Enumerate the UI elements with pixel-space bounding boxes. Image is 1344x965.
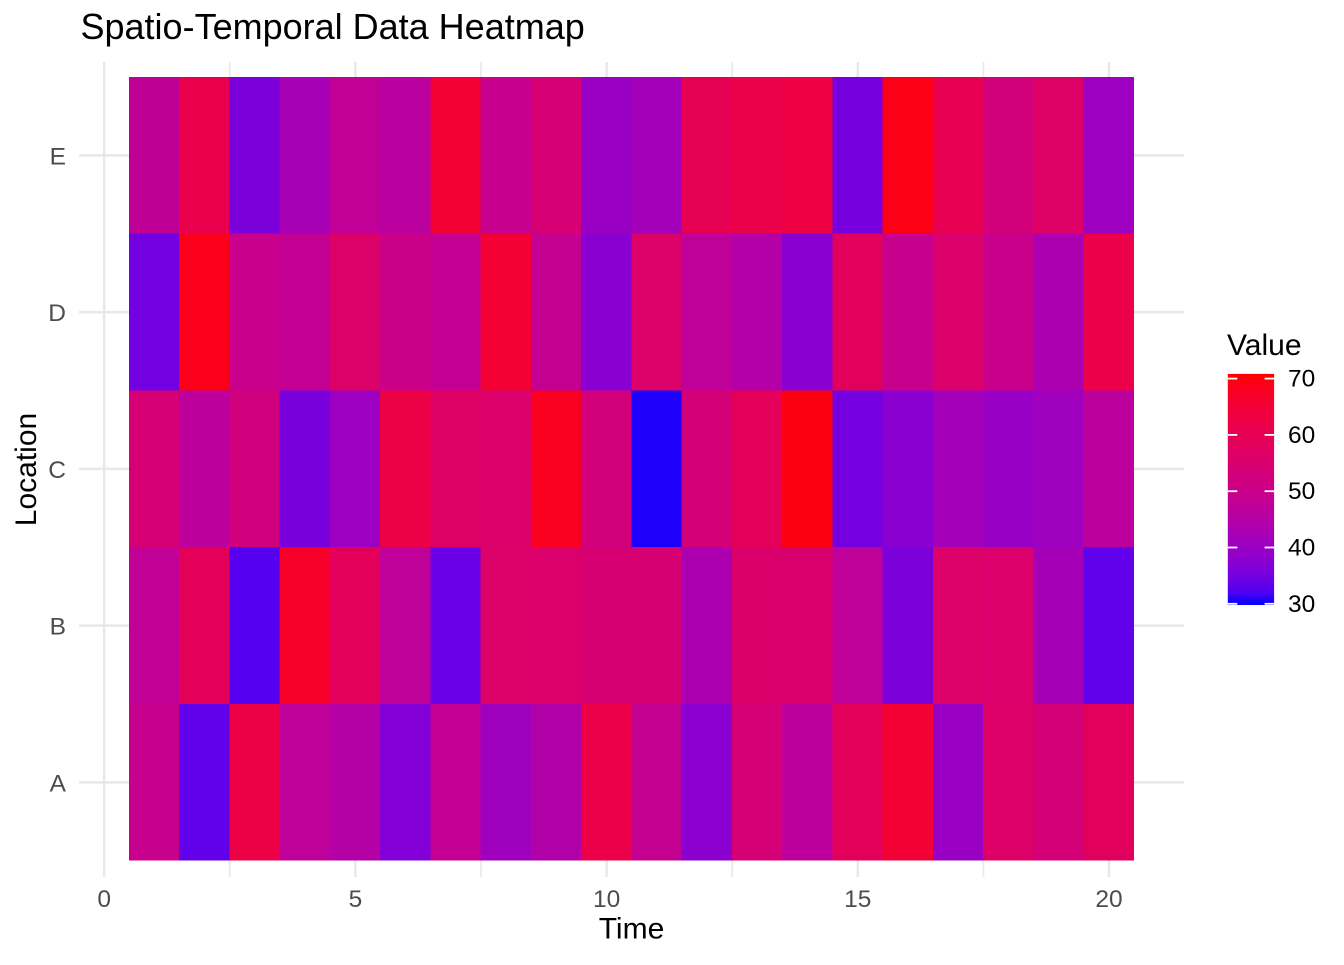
svg-text:C: C: [48, 457, 66, 484]
svg-text:Location: Location: [10, 413, 43, 526]
svg-text:Time: Time: [599, 913, 665, 946]
svg-text:A: A: [50, 770, 67, 797]
svg-text:20: 20: [1095, 886, 1122, 913]
svg-text:Value: Value: [1227, 329, 1302, 362]
svg-text:40: 40: [1288, 535, 1315, 562]
svg-text:50: 50: [1288, 478, 1315, 505]
svg-text:Spatio-Temporal Data Heatmap: Spatio-Temporal Data Heatmap: [81, 6, 585, 47]
svg-text:B: B: [50, 614, 66, 641]
svg-text:15: 15: [844, 886, 871, 913]
svg-text:0: 0: [97, 886, 111, 913]
svg-text:30: 30: [1288, 591, 1315, 618]
svg-text:5: 5: [349, 886, 363, 913]
svg-text:D: D: [48, 300, 66, 327]
svg-text:70: 70: [1288, 366, 1315, 393]
svg-text:E: E: [50, 143, 66, 170]
svg-text:60: 60: [1288, 422, 1315, 449]
svg-text:10: 10: [593, 886, 620, 913]
